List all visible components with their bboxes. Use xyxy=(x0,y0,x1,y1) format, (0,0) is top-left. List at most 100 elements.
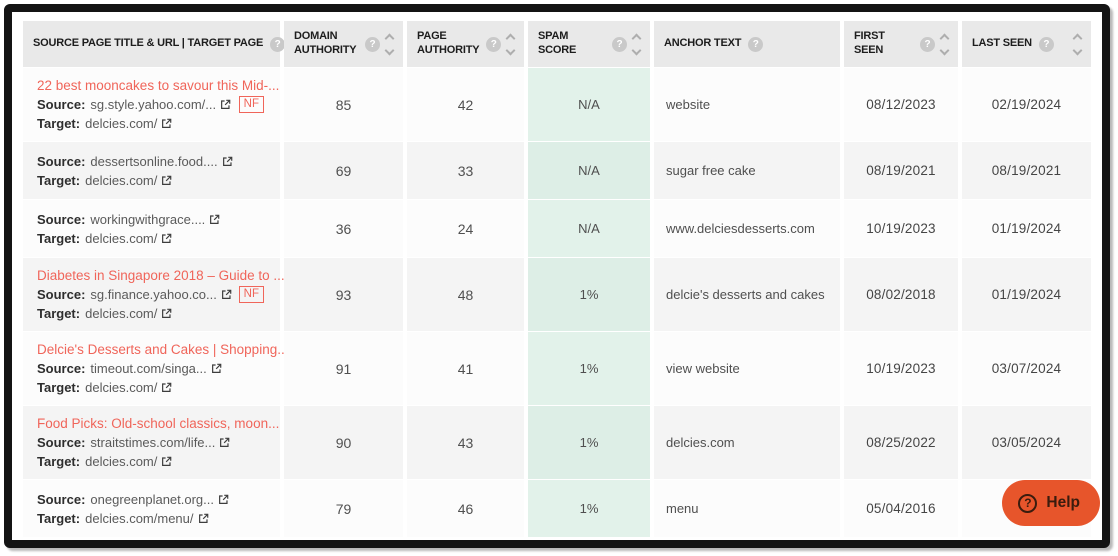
page-authority-value: 46 xyxy=(407,480,524,537)
source-line: Source: straitstimes.com/life... xyxy=(37,433,270,452)
external-link-icon[interactable] xyxy=(209,214,220,225)
source-label: Source: xyxy=(37,435,86,450)
target-label: Target: xyxy=(37,454,81,469)
spam-score-value: 1% xyxy=(528,332,650,405)
external-link-icon[interactable] xyxy=(161,308,172,319)
external-link-icon[interactable] xyxy=(161,118,172,129)
target-label: Target: xyxy=(37,172,81,188)
help-icon[interactable]: ? xyxy=(748,36,764,52)
help-icon[interactable]: ? xyxy=(920,36,935,52)
first-seen-value: 08/02/2018 xyxy=(844,258,958,331)
source-url: straitstimes.com/life... xyxy=(90,435,216,450)
source-page-title-link[interactable]: Food Picks: Old-school classics, moon... xyxy=(37,416,280,431)
sort-asc-icon[interactable] xyxy=(505,33,516,43)
target-label: Target: xyxy=(37,230,81,246)
help-icon[interactable]: ? xyxy=(1038,36,1054,52)
external-link-icon[interactable] xyxy=(161,456,172,467)
source-target-cell: Source: workingwithgrace.... Target: del… xyxy=(23,200,280,257)
source-label: Source: xyxy=(37,287,86,302)
target-line: Target: delcies.com/ xyxy=(37,171,270,190)
table-row: Food Picks: Old-school classics, moon...… xyxy=(23,406,1091,479)
source-page-title-link[interactable]: Delcie's Desserts and Cakes | Shopping..… xyxy=(37,342,289,357)
help-icon[interactable]: ? xyxy=(612,36,627,52)
anchor-text-value: website xyxy=(654,68,840,141)
help-button[interactable]: ? Help xyxy=(1002,480,1100,526)
page-authority-value: 41 xyxy=(407,332,524,405)
last-seen-value: 03/07/2024 xyxy=(962,332,1091,405)
target-url: delcies.com/ xyxy=(85,306,158,321)
last-seen-value: 01/19/2024 xyxy=(962,200,1091,257)
target-label: Target: xyxy=(37,306,81,321)
help-icon[interactable]: ? xyxy=(270,36,286,52)
sort-control xyxy=(1068,33,1083,55)
column-header-label: SPAM SCORE xyxy=(538,30,577,56)
source-line: Source: dessertsonline.food.... xyxy=(37,152,270,171)
column-header-spam-score[interactable]: SPAM SCORE ? xyxy=(528,21,650,67)
target-url: delcies.com/ xyxy=(85,380,158,395)
column-header-label: SOURCE PAGE TITLE & URL | TARGET PAGE xyxy=(33,37,264,50)
sort-desc-icon[interactable] xyxy=(505,45,516,55)
source-page-title-link[interactable]: 22 best mooncakes to savour this Mid-... xyxy=(37,78,280,93)
sort-control xyxy=(935,33,950,55)
page-authority-value: 42 xyxy=(407,68,524,141)
column-header-first-seen[interactable]: FIRST SEEN ? xyxy=(844,21,958,67)
external-link-icon[interactable] xyxy=(161,382,172,393)
help-icon[interactable]: ? xyxy=(365,36,380,52)
external-link-icon[interactable] xyxy=(221,289,232,300)
sort-control xyxy=(627,33,642,55)
column-header-label: DOMAIN AUTHORITY xyxy=(294,30,357,56)
column-header-label: PAGE AUTHORITY xyxy=(417,30,480,56)
column-header-last-seen[interactable]: LAST SEEN ? xyxy=(962,21,1091,67)
sort-asc-icon[interactable] xyxy=(631,33,642,43)
help-question-icon: ? xyxy=(1018,493,1038,513)
source-url: sg.finance.yahoo.co... xyxy=(90,287,217,302)
external-link-icon[interactable] xyxy=(211,363,222,374)
help-icon[interactable]: ? xyxy=(486,36,502,52)
column-header-label: FIRST SEEN xyxy=(854,30,885,56)
external-link-icon[interactable] xyxy=(222,156,233,167)
help-button-label: Help xyxy=(1046,494,1080,511)
sort-desc-icon[interactable] xyxy=(631,45,642,55)
source-url: workingwithgrace.... xyxy=(90,211,206,227)
spam-score-value: N/A xyxy=(528,142,650,199)
sort-asc-icon[interactable] xyxy=(1072,33,1083,43)
sort-control xyxy=(380,33,395,55)
source-target-cell: Source: onegreenplanet.org... Target: de… xyxy=(23,480,280,537)
target-label: Target: xyxy=(37,380,81,395)
page-authority-value: 48 xyxy=(407,258,524,331)
column-header-domain-authority[interactable]: DOMAIN AUTHORITY ? xyxy=(284,21,403,67)
sort-desc-icon[interactable] xyxy=(939,45,950,55)
target-line: Target: delcies.com/ xyxy=(37,229,270,248)
external-link-icon[interactable] xyxy=(198,513,209,524)
sort-desc-icon[interactable] xyxy=(384,45,395,55)
column-header-label: LAST SEEN xyxy=(972,37,1032,50)
domain-authority-value: 69 xyxy=(284,142,403,199)
column-header-anchor-text[interactable]: ANCHOR TEXT ? xyxy=(654,21,840,67)
column-header-source-page[interactable]: SOURCE PAGE TITLE & URL | TARGET PAGE ? xyxy=(23,21,286,67)
sort-asc-icon[interactable] xyxy=(384,33,395,43)
table-row: Delcie's Desserts and Cakes | Shopping..… xyxy=(23,332,1091,405)
target-url: delcies.com/ xyxy=(85,172,158,188)
nofollow-badge: NF xyxy=(238,96,264,113)
sort-desc-icon[interactable] xyxy=(1072,45,1083,55)
source-label: Source: xyxy=(37,211,86,227)
external-link-icon[interactable] xyxy=(220,99,231,110)
page-authority-value: 43 xyxy=(407,406,524,479)
source-target-cell: Diabetes in Singapore 2018 – Guide to ..… xyxy=(23,258,285,331)
anchor-text-value: delcies.com xyxy=(654,406,840,479)
source-line: Source: timeout.com/singa... xyxy=(37,359,270,378)
sort-asc-icon[interactable] xyxy=(939,33,950,43)
nofollow-badge: NF xyxy=(238,286,264,303)
external-link-icon[interactable] xyxy=(219,437,230,448)
target-line: Target: delcies.com/ xyxy=(37,378,270,397)
source-label: Source: xyxy=(37,491,86,507)
column-header-page-authority[interactable]: PAGE AUTHORITY ? xyxy=(407,21,524,67)
source-page-title-link[interactable]: Diabetes in Singapore 2018 – Guide to ..… xyxy=(37,268,285,283)
external-link-icon[interactable] xyxy=(218,494,229,505)
table-row: 22 best mooncakes to savour this Mid-...… xyxy=(23,68,1091,141)
external-link-icon[interactable] xyxy=(161,175,172,186)
spam-score-value: 1% xyxy=(528,480,650,537)
external-link-icon[interactable] xyxy=(161,233,172,244)
target-url: delcies.com/menu/ xyxy=(85,510,194,526)
source-label: Source: xyxy=(37,361,86,376)
